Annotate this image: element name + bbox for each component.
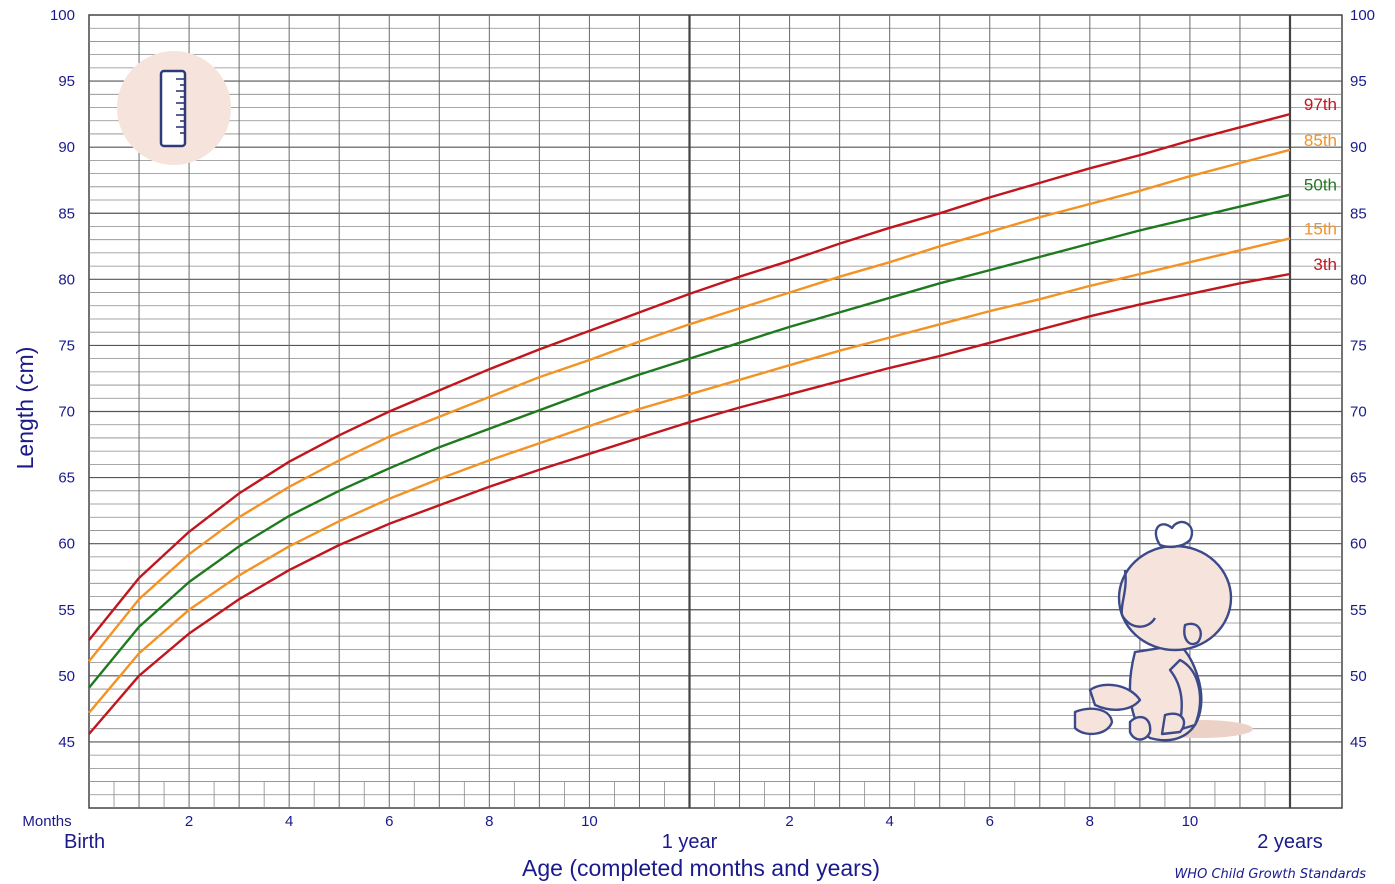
y-tick-label-right: 70: [1350, 404, 1367, 421]
x-axis-title: Age (completed months and years): [522, 855, 880, 881]
y-tick-label-left: 95: [58, 73, 75, 90]
x-tick-label-year: Birth: [64, 831, 105, 853]
percentile-line-50th: [88, 193, 1291, 689]
y-tick-label-left: 45: [58, 734, 75, 751]
x-tick-label-month: 4: [285, 813, 293, 830]
y-tick-label-left: 70: [58, 404, 75, 421]
percentile-line-85th: [88, 148, 1291, 663]
percentile-lines: 97th 85th 50th 15th 3th: [88, 95, 1337, 735]
y-tick-label-right: 100: [1350, 7, 1375, 24]
chart-labels: Length (cm) Age (completed months and ye…: [12, 347, 1366, 882]
x-tick-label-month: 10: [581, 813, 598, 830]
y-tick-label-right: 55: [1350, 602, 1367, 619]
y-tick-label-right: 95: [1350, 73, 1367, 90]
x-tick-label-month: 10: [1182, 813, 1199, 830]
percentile-line-3th: [88, 272, 1291, 735]
x-tick-label-month: 8: [485, 813, 493, 830]
y-axis-title: Length (cm): [12, 347, 38, 470]
x-tick-label-month: 8: [1086, 813, 1094, 830]
y-tick-label-right: 50: [1350, 668, 1367, 685]
y-tick-label-right: 75: [1350, 337, 1367, 354]
x-tick-label-month: 6: [986, 813, 994, 830]
y-tick-label-left: 100: [50, 7, 75, 24]
y-tick-label-left: 50: [58, 668, 75, 685]
y-tick-label-left: 65: [58, 470, 75, 487]
baby-girl-illustration: [1073, 520, 1253, 742]
ruler-icon: [117, 51, 231, 165]
y-tick-label-left: 60: [58, 536, 75, 553]
percentile-label-3th: 3th: [1313, 255, 1337, 274]
y-tick-label-right: 60: [1350, 536, 1367, 553]
y-tick-label-left: 75: [58, 337, 75, 354]
y-tick-label-left: 80: [58, 271, 75, 288]
y-tick-label-left: 55: [58, 602, 75, 619]
percentile-label-85th: 85th: [1304, 131, 1337, 150]
percentile-label-97th: 97th: [1304, 95, 1337, 114]
x-tick-label-year: 2 years: [1257, 831, 1323, 853]
y-tick-label-right: 65: [1350, 470, 1367, 487]
y-tick-label-right: 45: [1350, 734, 1367, 751]
x-tick-label-month: 6: [385, 813, 393, 830]
percentile-label-50th: 50th: [1304, 176, 1337, 195]
x-tick-label-month: 4: [885, 813, 893, 830]
percentile-label-15th: 15th: [1304, 219, 1337, 238]
x-tick-label-month: 2: [785, 813, 793, 830]
percentile-line-15th: [88, 237, 1291, 714]
y-tick-label-right: 85: [1350, 205, 1367, 222]
y-tick-label-right: 80: [1350, 271, 1367, 288]
percentile-line-97th: [88, 112, 1291, 641]
x-tick-label-month: 2: [185, 813, 193, 830]
x-tick-label-year: 1 year: [662, 831, 718, 853]
y-tick-label-right: 90: [1350, 139, 1367, 156]
source-note: WHO Child Growth Standards: [1174, 867, 1366, 882]
y-tick-label-left: 90: [58, 139, 75, 156]
x-axis-unit-label: Months: [22, 813, 71, 830]
y-tick-label-left: 85: [58, 205, 75, 222]
